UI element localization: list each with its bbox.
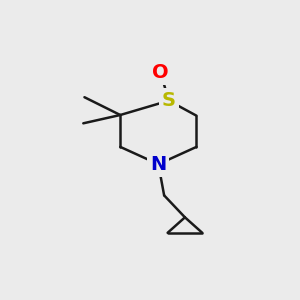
Text: N: N (150, 155, 167, 174)
Text: S: S (162, 91, 176, 110)
Text: O: O (152, 64, 169, 83)
